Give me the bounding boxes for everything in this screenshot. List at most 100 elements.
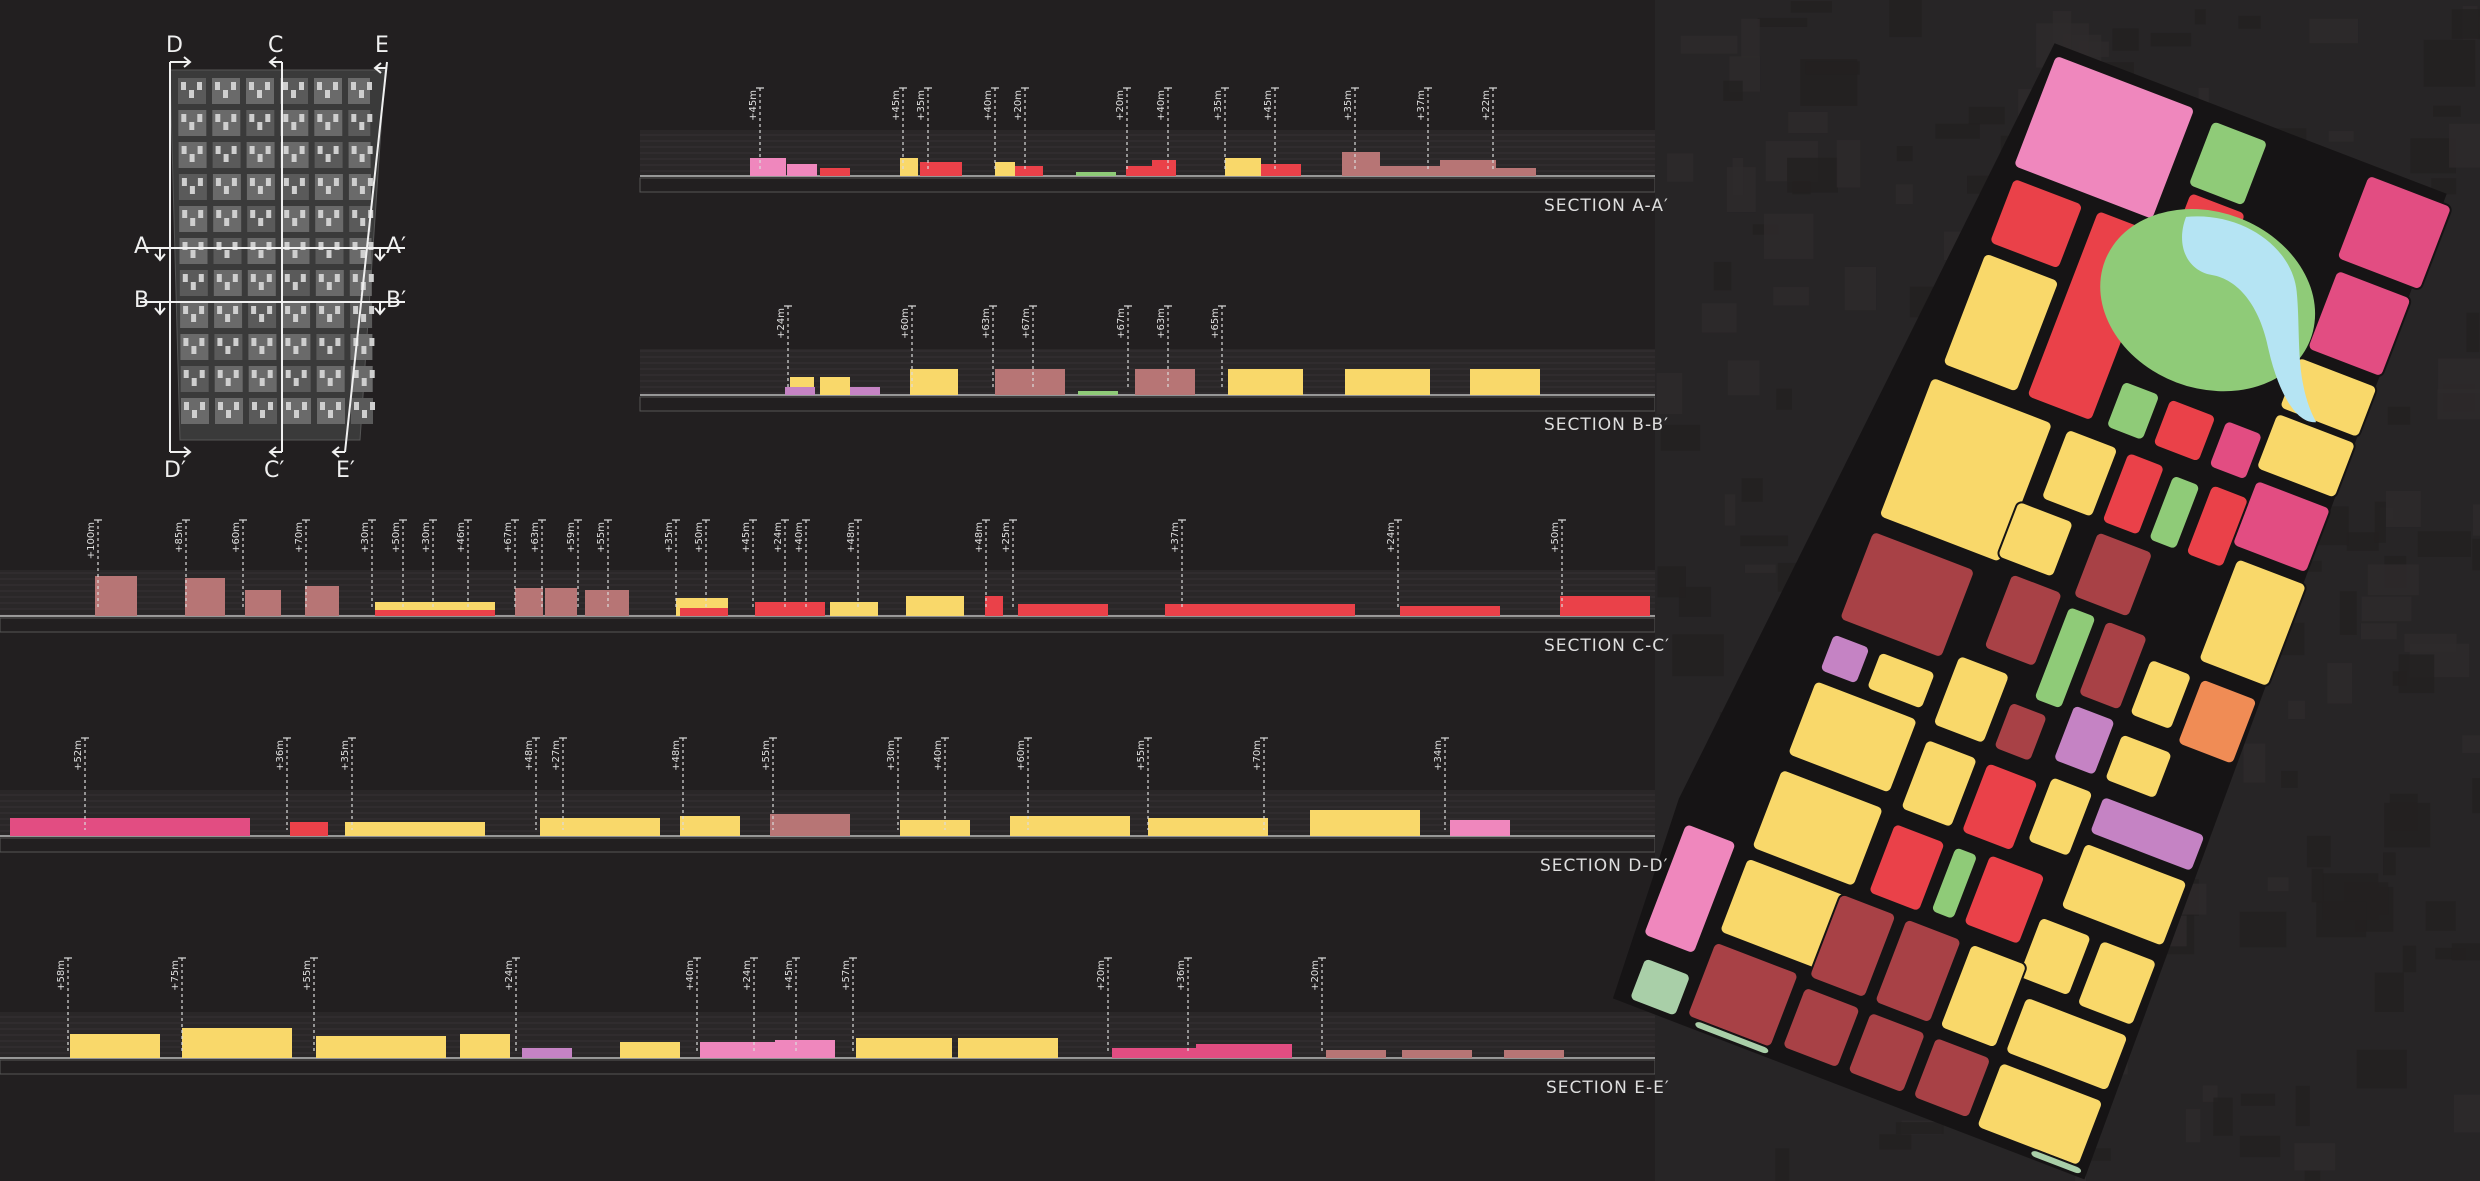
key-building (320, 402, 325, 410)
texture-patch (2240, 1093, 2276, 1106)
section-building-mass (1152, 160, 1176, 176)
key-building (259, 346, 265, 354)
section-building-mass (1076, 172, 1116, 176)
height-label: +58m (56, 960, 67, 991)
key-building (223, 186, 229, 194)
land-use-block (2148, 475, 2201, 550)
section-building-mass (1496, 168, 1536, 176)
key-building (265, 114, 271, 122)
key-building (182, 210, 188, 218)
height-label: +40m (1156, 90, 1167, 121)
section-building-mass (185, 578, 225, 616)
land-use-block (1839, 531, 1975, 658)
land-use-block (2078, 620, 2148, 711)
key-building (351, 82, 356, 90)
key-building (317, 146, 323, 154)
section-building-mass (305, 586, 339, 616)
texture-patch (2402, 945, 2417, 973)
section-e: +58m +75m +55m +24m +40m +24m +45m +57m +20m +36m… (0, 957, 1656, 1075)
height-label: +50m (1550, 522, 1561, 553)
sections-group: +45m +45m +35m +40m +20m +20m +40m +35m +45m +35m… (0, 87, 1656, 1075)
land-use-block (1693, 1020, 1771, 1056)
cut-label-c-prime: C′ (264, 458, 285, 483)
section-building-mass (1345, 369, 1430, 395)
section-building-mass (770, 814, 850, 836)
height-label: +36m (275, 740, 286, 771)
height-label: +35m (664, 522, 675, 553)
key-building (335, 370, 341, 378)
texture-patch (2306, 835, 2331, 868)
key-building (293, 378, 299, 386)
key-building (326, 282, 332, 290)
key-building (333, 146, 339, 154)
key-building (326, 218, 332, 226)
texture-patch (1680, 35, 1738, 54)
section-building-mass (290, 822, 328, 836)
height-label: +35m (916, 90, 927, 121)
key-building (265, 178, 271, 186)
key-building (291, 154, 297, 162)
key-building (369, 306, 375, 314)
texture-patch (1776, 388, 1792, 410)
key-building (181, 146, 187, 154)
land-use-block (2198, 558, 2307, 687)
key-building (285, 306, 291, 314)
key-building (293, 346, 299, 354)
height-label: +22m (1481, 90, 1492, 121)
key-building (184, 402, 189, 410)
cut-label-c: C (268, 33, 284, 58)
key-building (318, 274, 324, 282)
section-b-title: SECTION B-B′ (1544, 415, 1670, 435)
key-building (354, 402, 359, 410)
key-building (217, 338, 223, 346)
key-building (250, 210, 256, 218)
key-building (251, 306, 257, 314)
section-building-mass (1135, 369, 1195, 395)
texture-patch (2410, 138, 2456, 174)
height-label: +24m (742, 960, 753, 991)
height-label: +25m (1001, 522, 1012, 553)
key-building (197, 114, 203, 122)
height-label: +24m (773, 522, 784, 553)
key-building (286, 402, 291, 410)
key-building (361, 378, 367, 386)
key-building (225, 378, 231, 386)
key-building (325, 122, 331, 130)
section-building-mass (1470, 369, 1540, 395)
section-building-mass (1560, 596, 1650, 616)
land-use-block (2005, 997, 2129, 1092)
key-building (189, 154, 195, 162)
key-building (233, 306, 239, 314)
height-label: +30m (360, 522, 371, 553)
texture-patch (2387, 406, 2411, 425)
section-d-title: SECTION D-D′ (1540, 856, 1669, 876)
section-building-mass (1402, 1050, 1472, 1058)
texture-patch (2311, 868, 2324, 903)
texture-patch (1757, 17, 1808, 27)
key-building (250, 274, 256, 282)
key-building (199, 370, 205, 378)
land-use-block (1751, 769, 1884, 887)
key-building (292, 218, 298, 226)
height-label: +70m (1252, 740, 1263, 771)
cut-label-e-prime: E′ (336, 458, 355, 483)
land-use-block (2027, 776, 2094, 857)
texture-patch (2304, 1170, 2321, 1181)
land-use-block (2152, 398, 2216, 463)
key-building (249, 146, 255, 154)
land-use-block (2101, 452, 2165, 536)
key-building (328, 410, 333, 418)
section-building-mass (1225, 158, 1261, 176)
key-building (233, 370, 239, 378)
height-label: +48m (524, 740, 535, 771)
key-building (266, 210, 272, 218)
section-building-mass (820, 377, 850, 395)
key-building (336, 402, 341, 410)
section-building-mass (1078, 391, 1118, 395)
texture-patch (2239, 911, 2287, 948)
texture-patch (2462, 735, 2480, 753)
key-building (317, 114, 323, 122)
land-use-block (1866, 651, 1936, 710)
key-building (360, 218, 366, 226)
height-label: +45m (748, 90, 759, 121)
